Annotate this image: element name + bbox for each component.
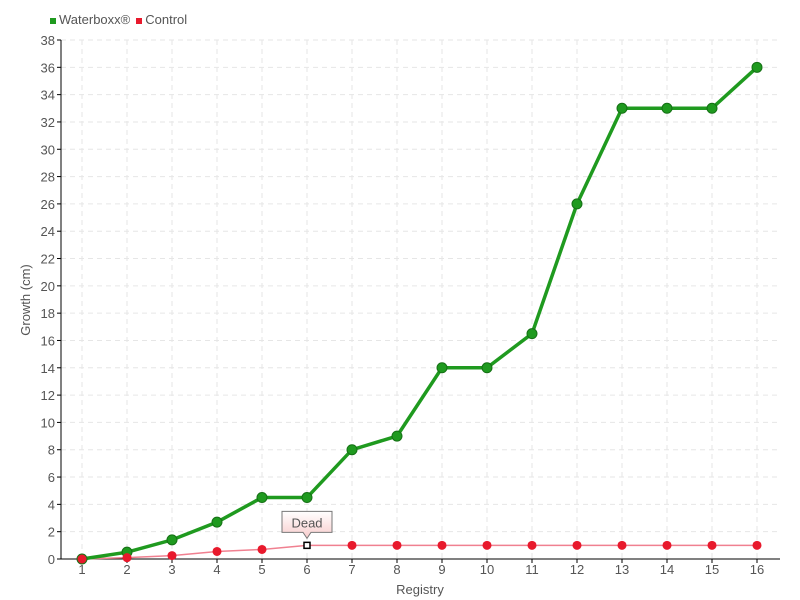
y-tick-label: 16 bbox=[41, 333, 55, 348]
x-tick-label: 4 bbox=[213, 562, 220, 577]
y-tick-label: 0 bbox=[48, 552, 55, 567]
waterboxx-point bbox=[751, 61, 763, 73]
x-tick-label: 8 bbox=[393, 562, 400, 577]
x-tick-label: 2 bbox=[123, 562, 130, 577]
waterboxx-point bbox=[211, 516, 223, 528]
y-tick-label: 24 bbox=[41, 224, 55, 239]
control-point bbox=[167, 551, 177, 561]
control-point bbox=[752, 540, 762, 550]
control-line bbox=[81, 544, 757, 560]
waterboxx-point bbox=[661, 102, 673, 114]
x-tick-label: 15 bbox=[705, 562, 719, 577]
legend-item-control[interactable]: Control bbox=[136, 12, 187, 27]
control-point bbox=[77, 554, 87, 564]
legend-label: Waterboxx® bbox=[59, 12, 131, 27]
y-tick-label: 14 bbox=[41, 361, 55, 376]
y-tick-label: 32 bbox=[41, 115, 55, 130]
y-tick-label: 20 bbox=[41, 279, 55, 294]
y-tick-label: 4 bbox=[48, 497, 55, 512]
x-tick-label: 11 bbox=[525, 562, 539, 577]
x-tick-label: 13 bbox=[615, 562, 629, 577]
x-tick-label: 6 bbox=[303, 562, 310, 577]
y-tick-label: 28 bbox=[41, 170, 55, 185]
y-tick-label: 34 bbox=[41, 88, 55, 103]
x-tick-label: 16 bbox=[750, 562, 764, 577]
y-tick-label: 30 bbox=[41, 142, 55, 157]
y-axis-label: Growth (cm) bbox=[18, 264, 33, 336]
annotation-tooltip bbox=[281, 510, 333, 540]
y-tick-label: 26 bbox=[41, 197, 55, 212]
waterboxx-point bbox=[616, 102, 628, 114]
control-point bbox=[707, 540, 717, 550]
legend: Waterboxx® Control bbox=[50, 12, 187, 27]
waterboxx-point bbox=[526, 328, 538, 340]
x-tick-label: 5 bbox=[258, 562, 265, 577]
x-tick-label: 9 bbox=[438, 562, 445, 577]
control-point bbox=[122, 553, 132, 563]
x-tick-label: 14 bbox=[660, 562, 674, 577]
legend-item-waterboxx[interactable]: Waterboxx® bbox=[50, 12, 130, 27]
control-point bbox=[482, 540, 492, 550]
control-point bbox=[212, 546, 222, 556]
waterboxx-point bbox=[571, 198, 583, 210]
x-tick-label: 10 bbox=[480, 562, 494, 577]
x-tick-label: 3 bbox=[168, 562, 175, 577]
legend-swatch-icon bbox=[50, 18, 56, 24]
control-point bbox=[617, 540, 627, 550]
x-tick-label: 1 bbox=[78, 562, 85, 577]
control-point bbox=[347, 540, 357, 550]
x-axis-label: Registry bbox=[396, 582, 444, 597]
waterboxx-point bbox=[706, 102, 718, 114]
waterboxx-point bbox=[256, 492, 268, 504]
waterboxx-line bbox=[81, 66, 759, 561]
control-point bbox=[392, 540, 402, 550]
y-tick-label: 12 bbox=[41, 388, 55, 403]
waterboxx-point bbox=[436, 362, 448, 374]
y-tick-label: 2 bbox=[48, 525, 55, 540]
y-tick-label: 8 bbox=[48, 443, 55, 458]
control-point bbox=[527, 540, 537, 550]
y-tick-label: 38 bbox=[41, 33, 55, 48]
x-tick-label: 7 bbox=[348, 562, 355, 577]
y-tick-label: 6 bbox=[48, 470, 55, 485]
y-tick-label: 22 bbox=[41, 252, 55, 267]
waterboxx-point bbox=[481, 362, 493, 374]
y-tick-label: 18 bbox=[41, 306, 55, 321]
y-tick-label: 10 bbox=[41, 415, 55, 430]
waterboxx-point bbox=[391, 430, 403, 442]
annotation-label: Dead bbox=[291, 515, 322, 530]
legend-label: Control bbox=[145, 12, 188, 27]
control-point bbox=[572, 540, 582, 550]
dead-marker bbox=[303, 541, 311, 550]
waterboxx-point bbox=[301, 492, 313, 504]
y-tick-label: 36 bbox=[41, 60, 55, 75]
control-point bbox=[437, 540, 447, 550]
x-tick-label: 12 bbox=[570, 562, 584, 577]
control-point bbox=[662, 540, 672, 550]
control-point bbox=[257, 544, 267, 554]
waterboxx-point bbox=[166, 534, 178, 546]
waterboxx-point bbox=[346, 444, 358, 456]
legend-swatch-icon bbox=[136, 18, 143, 24]
